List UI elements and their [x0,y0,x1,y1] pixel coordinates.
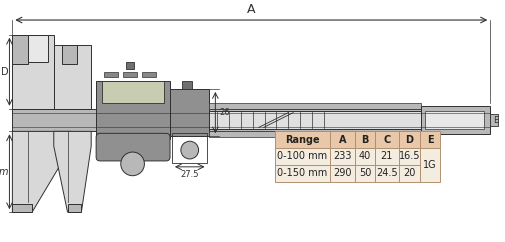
Text: 21: 21 [380,151,392,161]
Circle shape [121,152,144,176]
Bar [275,148,329,165]
Text: 50: 50 [358,168,371,178]
Text: 40: 40 [358,151,371,161]
FancyBboxPatch shape [96,133,170,161]
Bar [275,131,329,148]
Bar [104,72,118,77]
Bar [355,148,374,165]
Text: A: A [338,135,345,145]
Bar [96,81,170,139]
Text: m: m [0,167,9,177]
Bar [398,165,420,182]
Text: C: C [382,135,390,145]
Text: E: E [492,115,498,125]
Bar [12,35,28,64]
Bar [355,131,374,148]
Text: 290: 290 [332,168,351,178]
Bar [12,35,54,109]
Bar [102,81,164,103]
Bar [275,165,329,182]
Bar [209,111,421,129]
Text: 20: 20 [402,168,415,178]
Text: E: E [426,135,433,145]
Text: 0-100 mm: 0-100 mm [277,151,327,161]
Bar [209,131,421,137]
Bar [355,165,374,182]
Circle shape [180,141,198,159]
Bar [374,131,398,148]
Bar [398,131,420,148]
Polygon shape [12,131,71,212]
Text: D: D [1,67,9,77]
Bar [209,103,421,109]
Bar [374,148,398,165]
Text: 1G: 1G [423,160,436,170]
Bar [170,89,209,136]
Bar [329,131,355,148]
Text: 16.5: 16.5 [398,151,419,161]
Text: D: D [405,135,413,145]
Bar [123,72,136,77]
Bar [62,45,77,64]
Text: 0-150 mm: 0-150 mm [277,168,327,178]
Text: Range: Range [285,135,319,145]
Bar [12,109,489,131]
Bar [424,111,483,129]
Bar [28,35,48,62]
Text: 233: 233 [332,151,351,161]
Bar [142,72,156,77]
Bar [125,62,133,69]
Bar [421,106,489,134]
Bar [329,148,355,165]
Text: A: A [246,3,255,16]
Polygon shape [54,131,91,212]
Bar [420,148,439,182]
Bar [398,148,420,165]
Bar [329,165,355,182]
Bar [172,133,207,163]
Text: 26: 26 [219,108,229,117]
Bar [12,204,32,212]
Bar [374,165,398,182]
Bar [489,114,497,126]
Text: 24.5: 24.5 [375,168,397,178]
Bar [420,131,439,148]
Text: 27.5: 27.5 [180,170,198,179]
Bar [181,81,191,89]
Bar [68,204,81,212]
Bar [54,45,91,109]
Text: B: B [361,135,368,145]
